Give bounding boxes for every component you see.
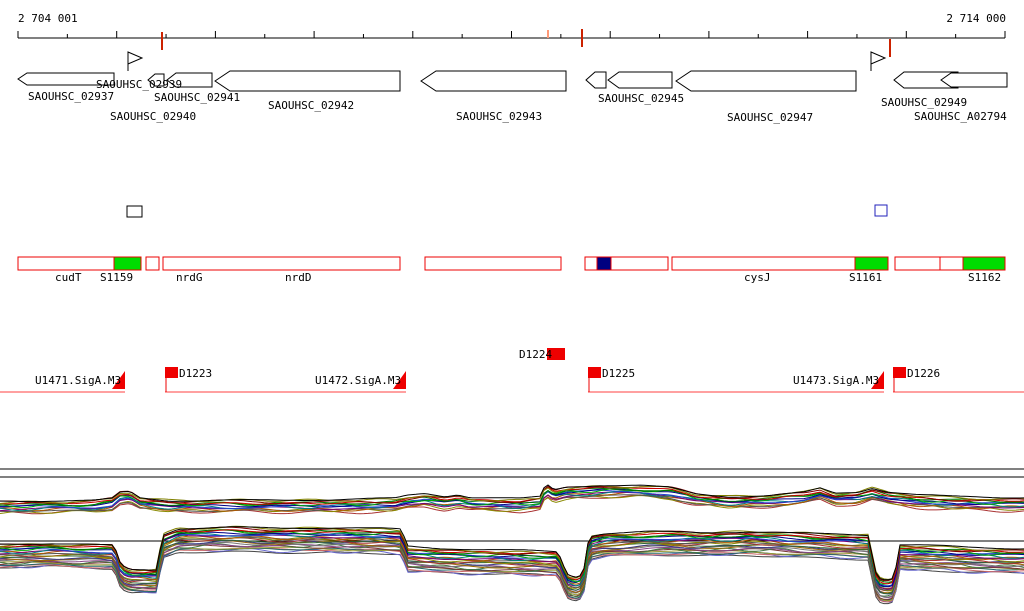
terminator-label-d1224: D1224: [519, 348, 552, 361]
gene-label-saouhsc-02945: SAOUHSC_02945: [598, 92, 684, 105]
transcript-s1162-segment-1: [962, 256, 1006, 271]
gene-arrow-saouhsc-02947[interactable]: [675, 70, 857, 92]
gene-arrow-saouhsc-02943[interactable]: [420, 70, 567, 92]
tu-label-u1473-siga-m3: U1473.SigA.M3: [793, 374, 879, 387]
gene-label-saouhsc-02947: SAOUHSC_02947: [727, 111, 813, 124]
tu-label-u1472-siga-m3: U1472.SigA.M3: [315, 374, 401, 387]
upper-profile-trace-9: [0, 490, 1024, 512]
terminator-d1226[interactable]: [893, 367, 906, 378]
feature-box-black[interactable]: [126, 205, 143, 218]
transcript-nrdg-nrdd[interactable]: [162, 256, 401, 271]
gene-flag-1[interactable]: [127, 51, 144, 65]
terminator-label-d1223: D1223: [179, 367, 212, 380]
gene-arrow-small[interactable]: [585, 71, 607, 89]
terminator-d1224[interactable]: [547, 348, 565, 360]
tu-label-u1471-siga-m3: U1471.SigA.M3: [35, 374, 121, 387]
upper-profile-trace-1: [0, 484, 1024, 503]
gene-label-saouhsc-02939: SAOUHSC_02939: [96, 78, 182, 91]
lower-profile-trace-3: [0, 526, 1024, 582]
terminator-label-d1226: D1226: [907, 367, 940, 380]
transcript-label-cudt: cudT: [55, 271, 82, 284]
gene-label-saouhsc-02940: SAOUHSC_02940: [110, 110, 196, 123]
transcript-label-nrdd: nrdD: [285, 271, 312, 284]
gene-label-saouhsc-02941: SAOUHSC_02941: [154, 91, 240, 104]
tss-flag-2[interactable]: [393, 371, 406, 389]
gene-label-saouhsc-02937: SAOUHSC_02937: [28, 90, 114, 103]
transcript-label-cysj: cysJ: [744, 271, 771, 284]
lower-profile-trace-7: [0, 531, 1024, 588]
transcript-cudt-s1159-segment-1: [113, 256, 142, 271]
gene-label-saouhsc-a02794: SAOUHSC_A02794: [914, 110, 1007, 123]
tss-flag-1[interactable]: [112, 371, 125, 389]
upper-profile-trace-3: [0, 485, 1024, 505]
gene-arrow-saouhsc-02937[interactable]: [17, 72, 115, 86]
transcript-label-s1162: S1162: [968, 271, 1001, 284]
feature-box-blue[interactable]: [874, 204, 888, 217]
gene-arrow-saouhsc-02941[interactable]: [166, 72, 213, 88]
gene-flag-2[interactable]: [870, 51, 887, 65]
transcript-label-nrdg: nrdG: [176, 271, 203, 284]
gene-arrow-saouhsc-02945[interactable]: [607, 71, 673, 89]
gene-arrow-saouhsc-02942[interactable]: [214, 70, 401, 92]
gene-arrow-saouhsc-a02794[interactable]: [940, 72, 1008, 88]
transcript-2[interactable]: [424, 256, 562, 271]
lower-profile-trace-9: [0, 532, 1024, 588]
upper-profile-trace-7: [0, 488, 1024, 508]
transcript-short-1[interactable]: [145, 256, 160, 271]
transcript-3-segment-1: [596, 256, 612, 271]
transcript-label-s1161: S1161: [849, 271, 882, 284]
terminator-label-d1225: D1225: [602, 367, 635, 380]
gene-label-saouhsc-02942: SAOUHSC_02942: [268, 99, 354, 112]
lower-profile-trace-1: [0, 526, 1024, 581]
ruler-start-coordinate: 2 704 001: [18, 12, 78, 25]
tss-flag-3[interactable]: [871, 371, 884, 389]
terminator-d1223[interactable]: [165, 367, 178, 378]
gene-label-saouhsc-02943: SAOUHSC_02943: [456, 110, 542, 123]
ruler-end-coordinate: 2 714 000: [946, 12, 1006, 25]
transcript-cysj-s1161-segment-1: [854, 256, 889, 271]
transcript-label-s1159: S1159: [100, 271, 133, 284]
terminator-d1225[interactable]: [588, 367, 601, 378]
gene-label-saouhsc-02949: SAOUHSC_02949: [881, 96, 967, 109]
gene-arrow-saouhsc-02939[interactable]: [147, 73, 165, 87]
